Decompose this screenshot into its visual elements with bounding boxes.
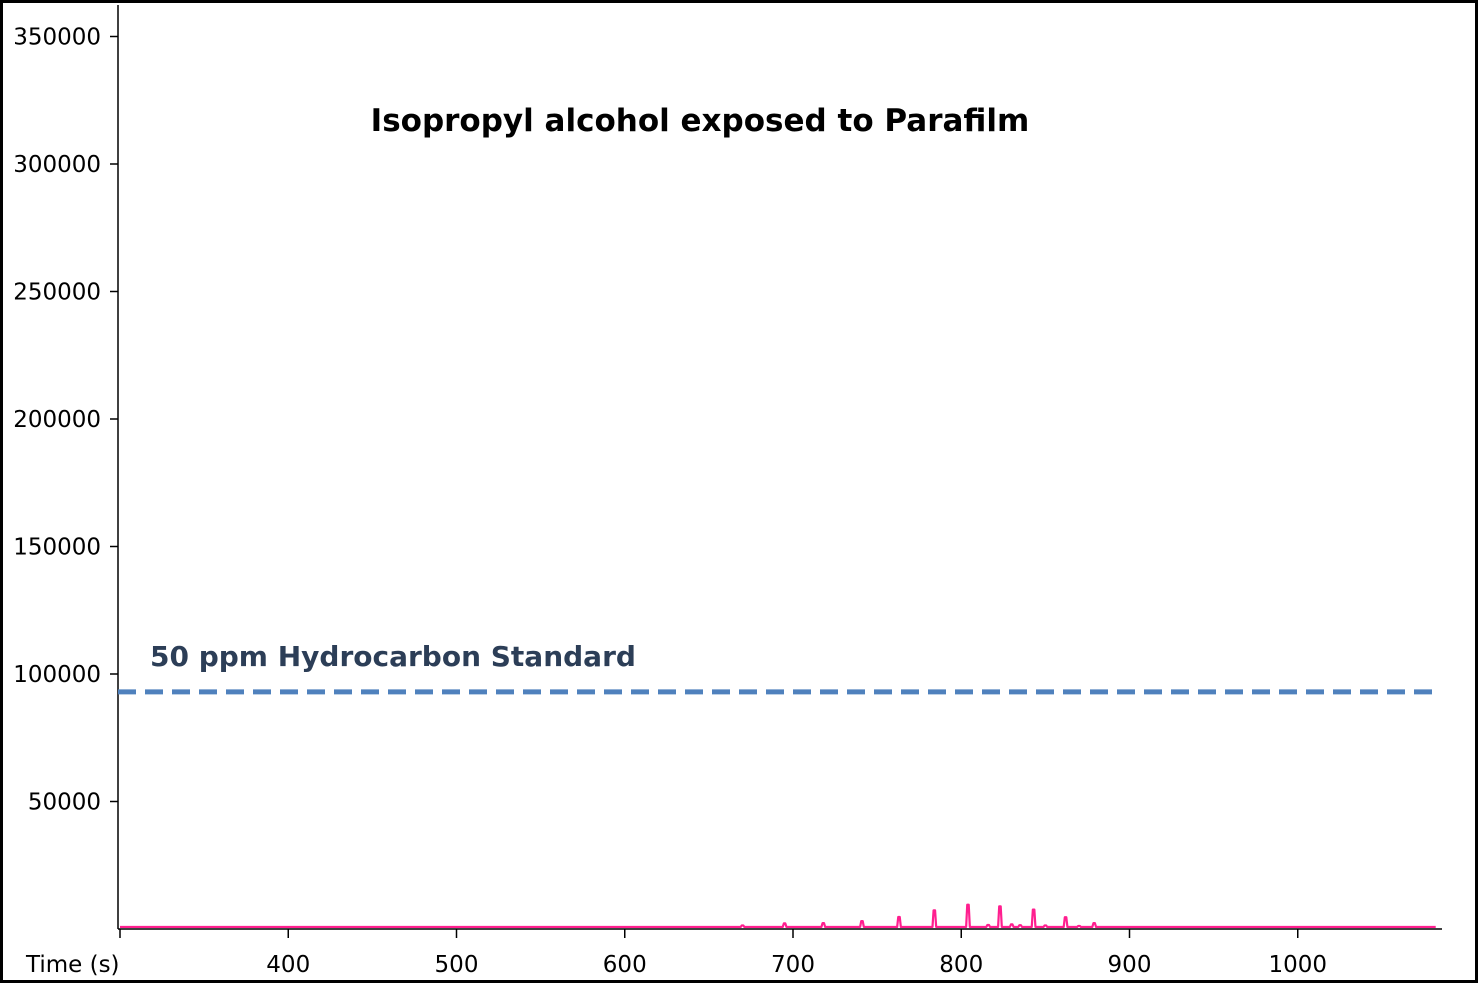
y-ticks: 50000 100000 150000 200000 250000 300000 35000… [13,25,118,816]
y-tick-label: 100000 [13,662,101,688]
x-tick-label: 800 [939,952,983,978]
x-tick-label: 500 [435,952,479,978]
series-peak [783,922,786,925]
axes [117,5,1442,930]
series-peak [1078,925,1080,927]
series-peak [1093,922,1095,924]
series-peak [861,920,863,922]
reference-lines: 50 ppm Hydrocarbon Standard [118,640,1440,695]
x-tick-label: 1000 [1268,952,1327,978]
x-tick-label: 400 [266,952,310,978]
series-line [120,903,1436,929]
x-tick-label: 600 [603,952,647,978]
y-tick-label: 200000 [13,407,101,433]
reference-line-label: 50 ppm Hydrocarbon Standard [150,640,636,673]
x-ticks: 400 500 600 700 800 900 1000 [119,929,1327,978]
series-peak [1019,924,1021,926]
series-peak [1010,923,1013,926]
y-tick-label: 50000 [28,790,101,816]
series-peak [967,903,969,906]
y-tick-label: 300000 [13,152,101,178]
x-axis-label: Time (s) [25,952,120,978]
series-peak [1032,908,1035,911]
y-tick-label: 350000 [13,25,101,51]
series-peak [999,905,1001,908]
series-group [120,903,1436,929]
series-peak [822,922,825,924]
series-peak [933,909,936,912]
series-peak [1064,916,1067,919]
y-tick-label: 250000 [13,280,101,306]
series-peak [898,916,900,918]
chart-title: Isopropyl alcohol exposed to Parafilm [371,103,1030,139]
series-peak [1044,924,1047,927]
y-tick-label: 150000 [13,535,101,561]
x-tick-label: 700 [771,952,815,978]
x-tick-label: 900 [1108,952,1152,978]
series-peak [987,924,989,926]
series-peak [741,924,744,927]
